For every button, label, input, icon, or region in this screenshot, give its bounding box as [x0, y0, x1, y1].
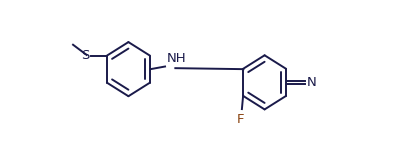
Text: F: F [236, 113, 243, 126]
Text: NH: NH [166, 52, 186, 65]
Text: S: S [81, 49, 90, 62]
Text: N: N [306, 76, 316, 89]
